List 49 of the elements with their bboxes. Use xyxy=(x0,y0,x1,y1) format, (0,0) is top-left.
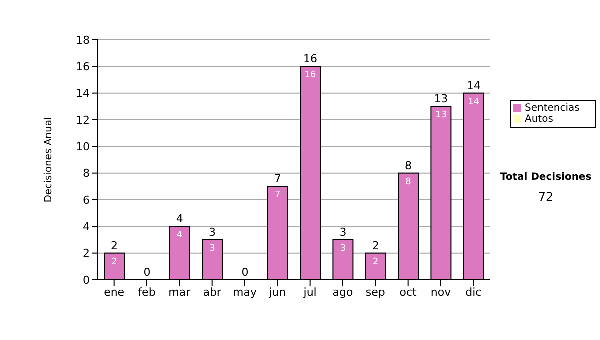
data-label: 13 xyxy=(435,110,447,121)
total-label: 3 xyxy=(209,226,216,239)
legend-label: Autos xyxy=(525,114,554,125)
total-label: 0 xyxy=(144,266,151,279)
data-label: 16 xyxy=(304,70,317,81)
data-label: 7 xyxy=(275,190,281,201)
x-tick-label: feb xyxy=(138,286,156,299)
y-tick-label: 8 xyxy=(83,167,90,180)
total-label: 8 xyxy=(405,159,412,172)
x-tick-label: dic xyxy=(466,286,482,299)
y-tick-label: 10 xyxy=(76,140,90,154)
data-label: 4 xyxy=(177,230,183,241)
total-label: 16 xyxy=(304,52,318,66)
y-tick-label: 0 xyxy=(83,274,90,287)
y-axis-title: Decisiones Anual xyxy=(44,117,55,203)
x-tick-label: jun xyxy=(268,286,286,299)
data-label: 8 xyxy=(406,177,412,188)
x-tick-label: may xyxy=(233,286,258,299)
y-tick-label: 16 xyxy=(76,60,90,74)
total-label: 0 xyxy=(242,266,249,279)
x-tick-label: mar xyxy=(168,286,192,299)
text: Total Decisiones xyxy=(499,172,593,183)
total-label: 14 xyxy=(466,79,481,92)
y-tick-label: 14 xyxy=(76,87,90,100)
text: 72 xyxy=(537,190,555,204)
data-label: 3 xyxy=(210,244,216,254)
total-label: 2 xyxy=(111,239,118,252)
y-tick-label: 6 xyxy=(83,194,90,207)
x-tick-label: sep xyxy=(366,286,386,299)
y-tick-label: 18 xyxy=(76,34,90,47)
total-label: 3 xyxy=(340,226,347,239)
x-tick-label: nov xyxy=(430,286,452,299)
data-label: 2 xyxy=(373,257,379,268)
y-tick-label: 12 xyxy=(76,114,90,127)
total-label: 2 xyxy=(372,239,380,252)
x-tick-label: oct xyxy=(400,286,418,299)
total-label: 7 xyxy=(274,172,282,186)
x-tick-label: jul xyxy=(302,286,317,299)
y-tick-label: 2 xyxy=(83,247,90,260)
legend-label: Sentencias xyxy=(525,103,580,114)
data-label: 14 xyxy=(468,97,480,108)
data-label: 3 xyxy=(340,244,346,254)
x-tick-label: ago xyxy=(332,286,354,299)
total-label: 13 xyxy=(434,92,448,106)
data-label: 2 xyxy=(112,257,118,268)
x-tick-label: abr xyxy=(203,286,222,299)
total-label: 4 xyxy=(176,212,184,226)
x-tick-label: ene xyxy=(104,286,125,299)
y-tick-label: 4 xyxy=(83,220,90,234)
